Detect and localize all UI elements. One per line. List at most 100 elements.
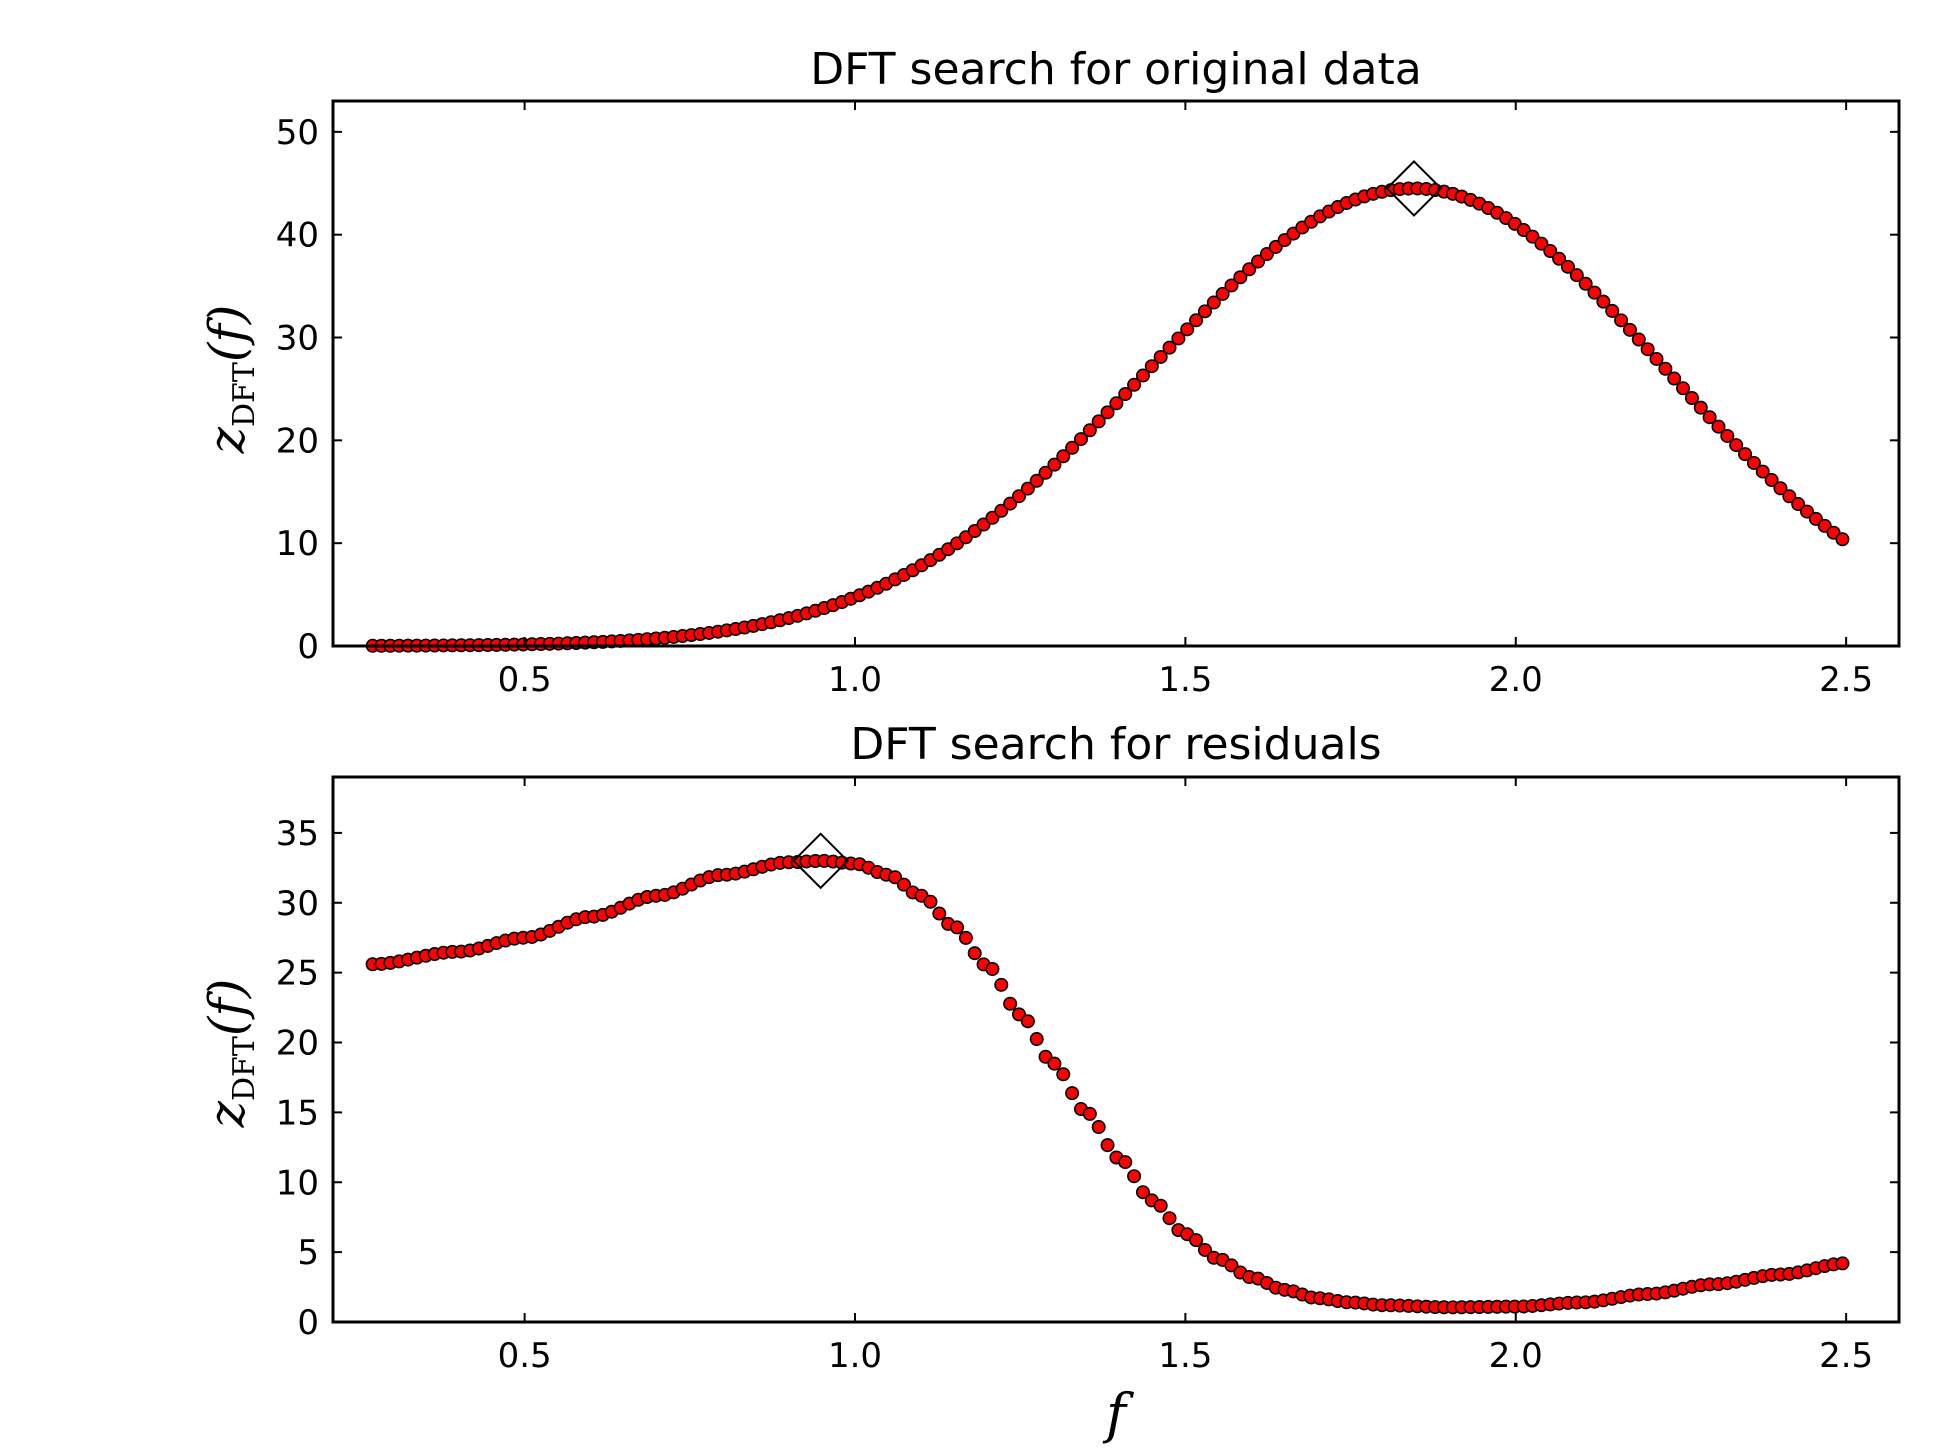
bottom-data-point [1003, 996, 1018, 1011]
top-data-point [994, 503, 1009, 518]
bottom-data-point [1118, 1155, 1133, 1170]
bottom-data-point [1224, 1258, 1239, 1273]
bottom-data-point [958, 930, 973, 945]
top-data-point [1224, 278, 1239, 293]
top-data-point [1091, 414, 1106, 429]
bottom-data-point [923, 894, 938, 909]
bottom-x-tick-label: 2.5 [1819, 1336, 1873, 1376]
top-data-point [1552, 251, 1567, 266]
top-data-point [1073, 432, 1088, 447]
top-data-point [1047, 457, 1062, 472]
top-data-point [1180, 322, 1195, 337]
bottom-y-tick-label: 15 [276, 1093, 319, 1133]
top-y-axis-label-main: z [198, 426, 256, 454]
bottom-plot-title: DFT search for residuals [850, 719, 1381, 770]
bottom-data-point [950, 920, 965, 935]
top-data-point [1038, 465, 1053, 480]
top-data-point [1755, 464, 1770, 479]
top-plot-frame [331, 99, 1901, 648]
top-data-point [1720, 428, 1735, 443]
top-data-point [1144, 359, 1159, 374]
top-data-point [1622, 322, 1637, 337]
top-data-point [1029, 473, 1044, 488]
bottom-y-axis-label: zDFT(f) [198, 979, 262, 1129]
top-data-point [1543, 244, 1558, 259]
top-data-point [1100, 405, 1115, 420]
bottom-data-point [888, 870, 903, 885]
top-data-point [1791, 497, 1806, 512]
bottom-y-axis-label-main: z [198, 1100, 256, 1128]
top-x-tick-label: 2.5 [1819, 660, 1873, 700]
bottom-plot-marks [365, 832, 1850, 1315]
bottom-data-point [1091, 1120, 1106, 1135]
top-y-axis-label-sub: DFT [227, 362, 262, 427]
top-data-point [1135, 368, 1150, 383]
bottom-data-point [1835, 1256, 1850, 1271]
top-data-point [1011, 489, 1026, 504]
top-plot-panel: DFT search for original data zDFT(f) 0.5… [198, 44, 1901, 700]
bottom-data-point [1153, 1198, 1168, 1213]
top-data-point [1118, 387, 1133, 402]
bottom-peak-marker [792, 832, 850, 890]
top-data-point [1631, 332, 1646, 347]
top-data-point [1676, 381, 1691, 396]
top-data-point [1197, 304, 1212, 319]
top-plot-marks [365, 159, 1850, 653]
bottom-data-point [1135, 1185, 1150, 1200]
top-y-axis-label: zDFT(f) [198, 305, 262, 455]
top-data-point [1693, 400, 1708, 415]
top-data-point [1667, 371, 1682, 386]
bottom-x-tick-label: 2.0 [1489, 1336, 1543, 1376]
bottom-data-point [1029, 1032, 1044, 1047]
top-data-point [1658, 361, 1673, 376]
bottom-data-point [1056, 1067, 1071, 1082]
bottom-data-point [1065, 1086, 1080, 1101]
top-data-point [1153, 349, 1168, 364]
bottom-y-tick-label: 10 [276, 1163, 319, 1203]
top-data-point [1605, 303, 1620, 318]
top-data-point [1640, 342, 1655, 357]
bottom-data-point [932, 906, 947, 921]
bottom-y-tick-label: 5 [297, 1233, 319, 1273]
top-data-point [1596, 294, 1611, 309]
top-data-point [1242, 262, 1257, 277]
top-data-point [1764, 473, 1779, 488]
top-data-point [1251, 254, 1266, 269]
top-data-point [1800, 504, 1815, 519]
top-x-tick-label: 2.0 [1489, 660, 1543, 700]
top-data-point [1560, 259, 1575, 274]
bottom-plot-frame [331, 775, 1901, 1324]
bottom-y-axis-label-sub: DFT [227, 1036, 262, 1101]
bottom-y-tick-label: 20 [276, 1024, 319, 1064]
bottom-data-point [1189, 1233, 1204, 1248]
top-y-axis-label-paren: (f) [198, 305, 256, 363]
top-plot-ticks: 0.5 1.0 1.5 2.0 2.5 0 10 20 30 40 50 [276, 101, 1899, 700]
bottom-x-tick-label: 1.0 [828, 1336, 882, 1376]
top-data-point [1065, 440, 1080, 455]
bottom-data-point [994, 977, 1009, 992]
top-data-point [1711, 419, 1726, 434]
bottom-data-point [1197, 1242, 1212, 1257]
top-data-point [1738, 447, 1753, 462]
top-data-point [1746, 455, 1761, 470]
bottom-y-tick-label: 35 [276, 814, 319, 854]
bottom-data-point [1100, 1138, 1115, 1153]
top-data-point [1614, 313, 1629, 328]
top-data-point [1729, 438, 1744, 453]
bottom-data-point [1082, 1106, 1097, 1121]
top-y-tick-label: 20 [276, 421, 319, 461]
top-data-point [1056, 449, 1071, 464]
bottom-data-point [1162, 1211, 1177, 1226]
top-data-point [1082, 423, 1097, 438]
top-data-point [1587, 285, 1602, 300]
top-data-point [1206, 295, 1221, 310]
top-peak-marker [1385, 159, 1443, 217]
top-x-tick-label: 1.0 [828, 660, 882, 700]
bottom-plot-ticks: 0.5 1.0 1.5 2.0 2.5 0 5 10 15 20 25 30 35 [276, 777, 1899, 1376]
top-data-point [1127, 377, 1142, 392]
bottom-data-point [1047, 1056, 1062, 1071]
top-y-tick-label: 10 [276, 524, 319, 564]
bottom-data-point [896, 877, 911, 892]
top-x-tick-label: 1.5 [1158, 660, 1212, 700]
